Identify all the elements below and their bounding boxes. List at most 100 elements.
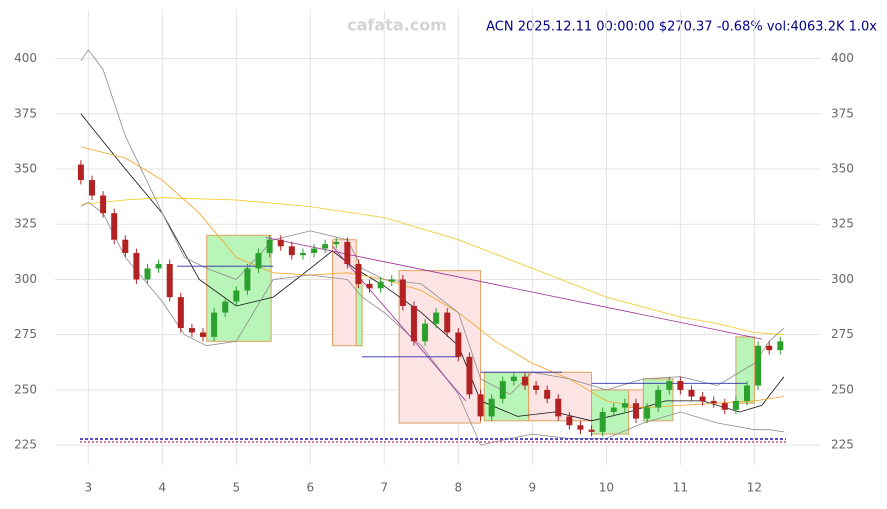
x-tick-label: 11	[673, 481, 688, 495]
watermark: cafata.com	[347, 16, 447, 35]
candle-body	[244, 268, 251, 291]
line	[80, 201, 785, 446]
candle-body	[544, 389, 551, 399]
candle-body	[111, 213, 118, 240]
candle-body	[755, 345, 762, 386]
y-tick-label-right: 225	[831, 438, 854, 452]
candle-body	[499, 381, 506, 399]
candle-body	[433, 312, 440, 324]
candle-body	[366, 283, 373, 289]
candle-body	[610, 407, 617, 412]
x-tick-label: 3	[84, 481, 92, 495]
candle-body	[777, 341, 784, 351]
candle-body	[644, 407, 651, 419]
candle-body	[388, 279, 395, 282]
candle-body	[444, 312, 451, 333]
y-tick-label: 300	[14, 272, 37, 286]
zone	[355, 278, 363, 347]
candle-body	[155, 264, 162, 269]
candle-body	[732, 400, 739, 410]
info-text: ACN 2025.12.11 00:00:00 $270.37 -0.68% v…	[486, 20, 877, 35]
candle-body	[122, 239, 129, 253]
x-tick-label: 10	[599, 481, 614, 495]
y-tick-label: 375	[14, 106, 37, 120]
candle-body	[632, 403, 639, 419]
candle-body	[177, 297, 184, 329]
candle-body	[621, 403, 628, 408]
candle-body	[322, 244, 329, 249]
x-tick-label: 6	[307, 481, 315, 495]
y-tick-label: 400	[14, 51, 37, 65]
candle-body	[721, 403, 728, 410]
candle-body	[699, 396, 706, 401]
candle-body	[688, 389, 695, 397]
candle-body	[588, 429, 595, 432]
candle-body	[666, 381, 673, 390]
x-tick-label: 5	[233, 481, 241, 495]
candle-body	[344, 241, 351, 265]
zone	[398, 270, 482, 424]
zone	[591, 389, 630, 435]
candle-body	[488, 398, 495, 417]
candle-body	[677, 381, 684, 390]
candle-body	[288, 246, 295, 256]
y-tick-label: 225	[14, 438, 37, 452]
y-tick-label: 275	[14, 327, 37, 341]
candle-body	[710, 400, 717, 404]
y-tick-label: 350	[14, 162, 37, 176]
candle-body	[200, 332, 207, 337]
candle-body	[510, 376, 517, 382]
candle-body	[100, 195, 107, 214]
line	[80, 197, 785, 336]
candle-body	[555, 398, 562, 417]
candle-body	[577, 425, 584, 430]
line	[332, 246, 467, 402]
candle-body	[188, 328, 195, 333]
y-tick-label-right: 350	[831, 162, 854, 176]
x-tick-label: 7	[381, 481, 389, 495]
candle-body	[77, 164, 84, 181]
candle-body	[333, 241, 340, 245]
candle-body	[233, 290, 240, 302]
candle-body	[743, 385, 750, 401]
candle-body	[655, 389, 662, 408]
candle-body	[222, 301, 229, 313]
candle-body	[377, 281, 384, 289]
candle-body	[311, 248, 318, 253]
candle-body	[144, 268, 151, 280]
y-tick-label-right: 275	[831, 327, 854, 341]
candle-body	[266, 239, 273, 253]
candle-body	[466, 356, 473, 395]
x-tick-label: 4	[158, 481, 166, 495]
candle-body	[166, 264, 173, 298]
y-tick-label-right: 300	[831, 272, 854, 286]
candle-body	[455, 332, 462, 357]
y-tick-label: 325	[14, 217, 37, 231]
line	[80, 113, 785, 422]
candle-body	[766, 345, 773, 351]
candle-body	[399, 279, 406, 306]
candle-body	[89, 180, 96, 196]
candle-body	[255, 252, 262, 269]
x-tick-label: 12	[747, 481, 762, 495]
y-tick-label-right: 375	[831, 106, 854, 120]
candle-body	[277, 239, 284, 247]
candle-body	[299, 252, 306, 256]
y-tick-label-right: 400	[831, 51, 854, 65]
y-tick-label-right: 325	[831, 217, 854, 231]
y-tick-label: 250	[14, 382, 37, 396]
candle-body	[422, 323, 429, 342]
y-tick-label-right: 250	[831, 382, 854, 396]
candle-body	[599, 411, 606, 432]
x-tick-label: 8	[455, 481, 463, 495]
candles	[77, 160, 784, 437]
candle-body	[211, 312, 218, 337]
line	[80, 146, 785, 409]
candle-body	[410, 305, 417, 342]
candle-body	[521, 376, 528, 386]
candle-body	[477, 394, 484, 417]
x-tick-label: 9	[529, 481, 537, 495]
candle-body	[355, 264, 362, 284]
